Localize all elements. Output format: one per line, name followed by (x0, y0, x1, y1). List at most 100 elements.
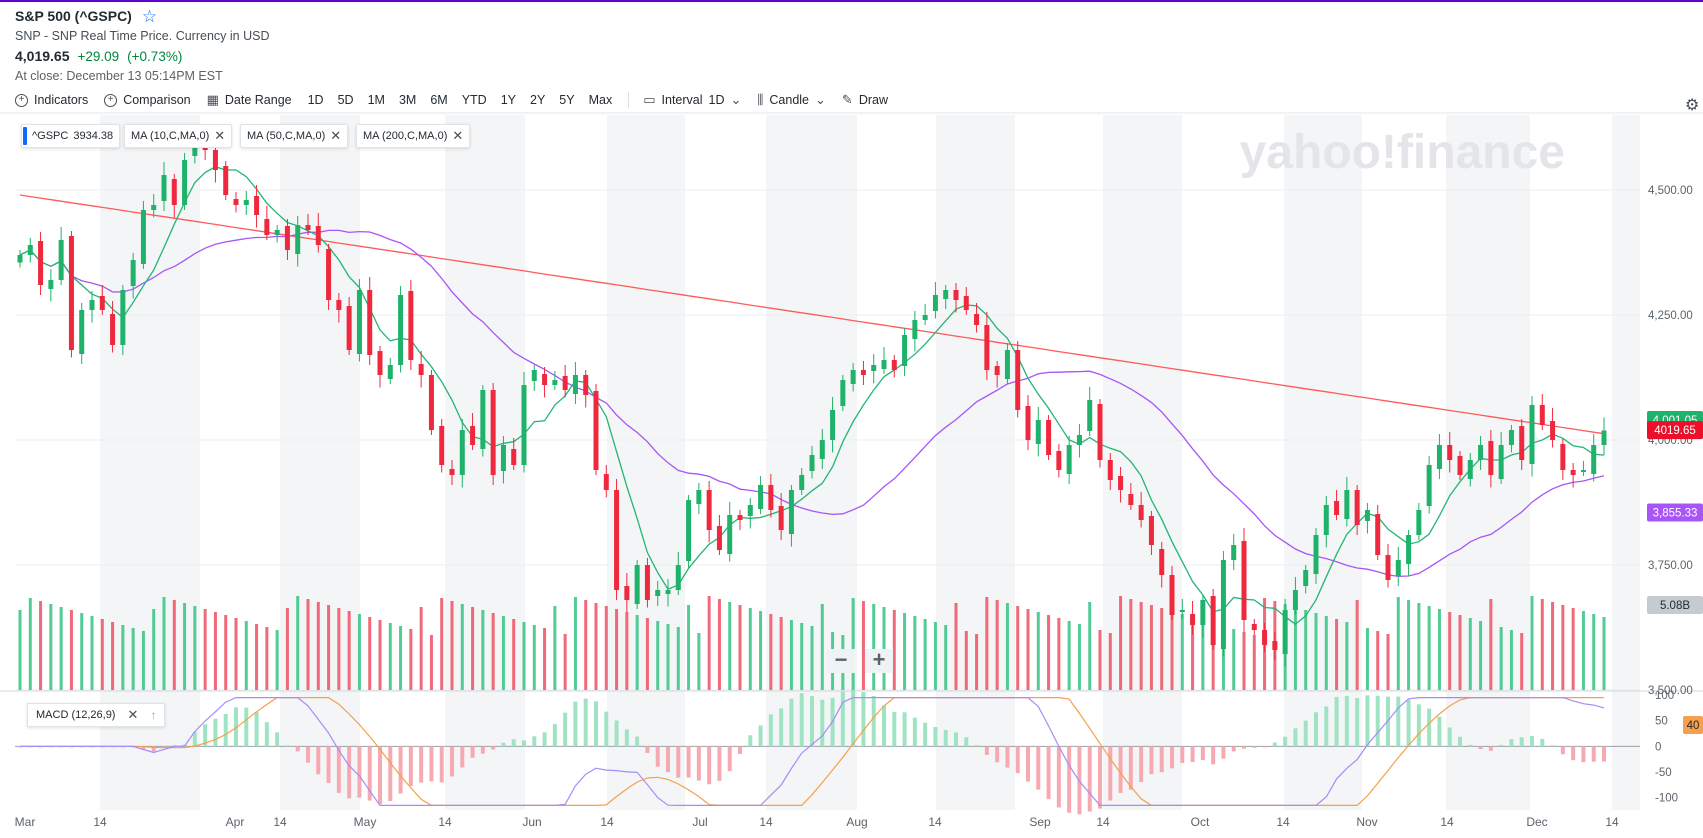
star-icon[interactable]: ☆ (141, 6, 158, 26)
chevron-down-icon: ⌄ (730, 92, 742, 107)
volume-bar (748, 608, 752, 690)
volume-bar (1036, 612, 1040, 690)
range-1d[interactable]: 1D (307, 93, 324, 107)
indicators-button[interactable]: + Indicators (15, 93, 88, 107)
range-5y[interactable]: 5Y (559, 93, 575, 107)
candle-body (531, 370, 537, 381)
macd-histogram-bar (141, 746, 146, 750)
candle-body (1066, 445, 1072, 474)
close-icon[interactable]: ✕ (127, 707, 139, 722)
candle-body (398, 295, 404, 365)
x-axis-tick-label: May (354, 815, 377, 829)
chevron-down-icon: ⌄ (815, 92, 826, 107)
volume-bar (1448, 612, 1452, 690)
legend-macd[interactable]: MACD (12,26,9) ✕ ↑ (27, 703, 166, 727)
volume-bar (193, 606, 197, 690)
x-axis-tick-label: 14 (1096, 815, 1110, 829)
interval-dropdown[interactable]: ▭ Interval 1D ⌄ (643, 92, 742, 107)
comparison-button[interactable]: + Comparison (104, 93, 191, 107)
chart-type-dropdown[interactable]: ⫼ Candle ⌄ (757, 92, 826, 107)
candle-body (1190, 614, 1196, 625)
range-max[interactable]: Max (588, 93, 613, 107)
candle-body (326, 249, 332, 300)
range-1y[interactable]: 1Y (500, 93, 516, 107)
range-6m[interactable]: 6M (430, 93, 448, 107)
candle-body (1148, 516, 1154, 545)
volume-bar (1047, 615, 1051, 690)
macd-value-tag-label: 40 (1687, 720, 1700, 732)
close-icon[interactable]: ✕ (214, 128, 226, 143)
volume-bar (563, 634, 567, 690)
macd-histogram-bar (1272, 742, 1277, 747)
macd-histogram-bar (594, 701, 598, 747)
macd-histogram-bar (624, 729, 629, 747)
macd-histogram-bar (645, 746, 650, 753)
price-change-percent: (+0.73%) (127, 49, 183, 64)
candle-body (274, 230, 280, 235)
draw-button[interactable]: ✎ Draw (841, 92, 888, 107)
macd-histogram-bar (1211, 746, 1216, 765)
macd-histogram-bar (871, 696, 876, 747)
legend-ma50[interactable]: MA (50,C,MA,0) ✕ (240, 124, 349, 148)
macd-histogram-bar (727, 746, 732, 772)
candle-body (706, 490, 712, 530)
volume-bar (234, 618, 238, 690)
volume-bar (944, 625, 948, 690)
volume-bar (399, 626, 403, 690)
legend-ma200[interactable]: MA (200,C,MA,0) ✕ (356, 124, 471, 148)
candle-body (686, 500, 692, 561)
candle-body (1323, 505, 1329, 535)
volume-bar (1592, 614, 1596, 690)
candle-body (716, 526, 722, 550)
macd-histogram-bar (1056, 746, 1061, 808)
volume-tag (1647, 596, 1703, 614)
candle-body (1262, 630, 1268, 645)
volume-bar (543, 628, 547, 690)
zoom-in-button[interactable]: + (865, 649, 893, 673)
candle-body (1580, 470, 1586, 472)
ma50-value-tag (1647, 503, 1703, 522)
volume-bar (131, 628, 135, 690)
volume-bar (296, 596, 300, 690)
candle-body (356, 290, 362, 354)
candle-body (233, 199, 239, 205)
legend-ma10[interactable]: MA (10,C,MA,0) ✕ (124, 124, 233, 148)
arrow-up-icon[interactable]: ↑ (150, 708, 157, 722)
close-icon[interactable]: ✕ (330, 128, 342, 143)
range-2y[interactable]: 2Y (530, 93, 546, 107)
candle-body (1375, 514, 1381, 555)
legend-symbol[interactable]: ^GSPC 3934.38 (21, 124, 121, 148)
candle-body (27, 245, 33, 255)
candle-body (346, 306, 352, 350)
volume-bar (532, 625, 536, 690)
candle-body (48, 280, 54, 289)
date-range-button[interactable]: ▦ Date Range (206, 92, 292, 107)
macd-histogram-bar (583, 698, 588, 747)
last-price-tag-label: 4019.65 (1654, 425, 1696, 437)
gear-icon[interactable]: ⚙ (1685, 97, 1700, 114)
macd-histogram-bar (902, 712, 907, 747)
macd-histogram-bar (604, 711, 609, 747)
volume-bar (1520, 633, 1524, 690)
candle-body (1508, 430, 1514, 445)
range-ytd[interactable]: YTD (461, 93, 487, 107)
macd-histogram-bar (306, 746, 310, 763)
zoom-out-button[interactable]: − (827, 649, 855, 673)
close-time: At close: December 13 05:14PM EST (15, 69, 223, 83)
candle-body (305, 225, 311, 230)
macd-histogram-bar (254, 711, 259, 747)
range-5d[interactable]: 5D (337, 93, 354, 107)
range-3m[interactable]: 3M (398, 93, 417, 107)
volume-bar (1170, 611, 1174, 690)
candle-body (953, 290, 959, 300)
macd-histogram-bar (1087, 746, 1092, 812)
candle-body (974, 314, 980, 325)
macd-histogram-bar (1344, 696, 1349, 747)
close-icon[interactable]: ✕ (452, 128, 464, 143)
candle-body (665, 590, 671, 594)
volume-bar (1314, 613, 1318, 690)
volume-bar (913, 616, 917, 690)
range-1m[interactable]: 1M (367, 93, 385, 107)
top-accent-bar (0, 0, 1703, 2)
